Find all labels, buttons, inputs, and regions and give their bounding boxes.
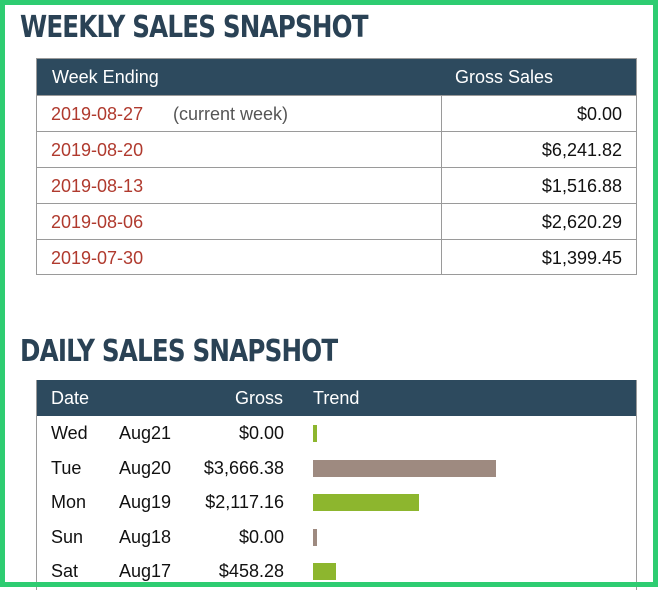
trend-bar [313,494,419,511]
table-row: 2019-07-30 $1,399.45 [37,239,636,275]
column-divider [441,96,442,131]
column-divider [441,204,442,239]
daily-table-header: Date Gross Trend [37,380,636,416]
gross-sales-value: $1,516.88 [541,176,622,196]
gross-sales-value: $1,399.45 [541,248,622,268]
daily-gross-value: $3,666.38 [203,457,284,478]
trend-bar [313,459,496,477]
daily-gross-value: $2,117.16 [205,492,284,512]
weekday-label: Mon [51,492,87,512]
weekly-section-title: WEEKLY SALES SNAPSHOT [20,10,369,45]
gross-sales-value: $2,620.29 [541,212,622,232]
gross-sales-value: $6,241.82 [541,140,622,160]
column-divider [441,240,442,275]
week-ending-link[interactable]: 2019-08-27 [51,104,144,124]
weekly-table-header: Week Ending Gross Sales [37,59,636,95]
column-header-date: Date [51,388,90,408]
weekday-label: Sat [51,561,79,581]
trend-bar [313,425,317,442]
table-row: Sun Aug18 $0.00 [37,520,636,555]
daily-gross-value: $0.00 [238,423,284,443]
week-ending-link[interactable]: 2019-07-30 [51,248,144,268]
month-day-label: Aug21 [119,423,172,443]
week-ending-link[interactable]: 2019-08-13 [51,176,144,196]
week-ending-link[interactable]: 2019-08-06 [51,212,144,232]
month-day-label: Aug19 [119,492,172,512]
weekday-label: Sun [51,526,84,547]
table-row: Tue Aug20 $3,666.38 [37,451,636,486]
daily-sales-table: Date Gross Trend Wed Aug21 $0.00 Tue Aug… [36,380,637,590]
table-row: 2019-08-20 $6,241.82 [37,131,636,167]
daily-gross-value: $0.00 [238,526,284,547]
current-week-note: (current week) [173,104,289,124]
weekly-sales-table: Week Ending Gross Sales 2019-08-27 (curr… [36,58,637,275]
month-day-label: Aug18 [119,526,172,547]
weekday-label: Tue [51,457,82,478]
month-day-label: Aug17 [119,561,172,581]
table-row: Mon Aug19 $2,117.16 [37,485,636,520]
week-ending-link[interactable]: 2019-08-20 [51,140,144,160]
daily-gross-value: $458.28 [218,561,284,581]
column-header-gross: Gross [235,388,284,408]
column-divider [441,168,442,203]
month-day-label: Aug20 [119,457,172,478]
table-row: 2019-08-06 $2,620.29 [37,203,636,239]
table-row: Wed Aug21 $0.00 [37,416,636,451]
weekday-label: Wed [51,423,88,443]
table-row: 2019-08-13 $1,516.88 [37,167,636,203]
daily-section-title: DAILY SALES SNAPSHOT [20,334,338,369]
gross-sales-value: $0.00 [576,104,622,124]
table-row: 2019-08-27 (current week) $0.00 [37,95,636,131]
table-row: Sat Aug17 $458.28 [37,554,636,589]
trend-bar [313,563,336,580]
trend-bar [313,528,317,546]
column-header-week-ending: Week Ending [52,67,159,87]
column-header-trend: Trend [313,388,360,408]
column-divider [441,132,442,167]
column-header-gross-sales: Gross Sales [455,67,554,87]
